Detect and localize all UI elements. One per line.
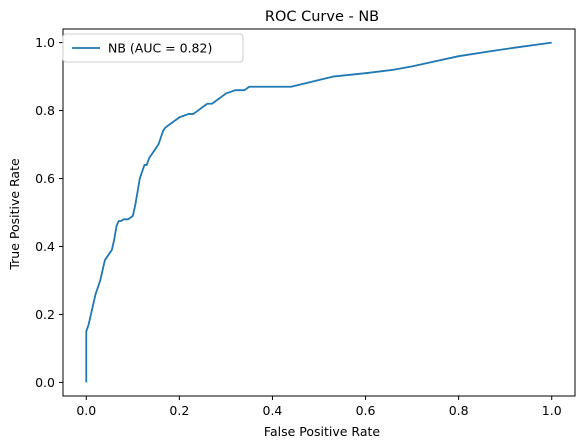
x-tick-label: 0.0 [76,403,96,418]
plot-area [63,29,575,396]
y-tick-label: 1.0 [35,35,55,50]
y-tick-label: 0.6 [35,171,55,186]
x-tick-label: 0.6 [356,403,376,418]
plot-frame [62,28,576,397]
x-tick-label: 0.2 [169,403,189,418]
x-tick-label: 0.4 [263,403,283,418]
series-line-0 [85,41,552,383]
x-axis-label: False Positive Rate [264,424,380,439]
x-tick-label: 0.8 [449,403,469,418]
y-tick-label: 0.0 [35,375,55,390]
plot-background [63,29,575,396]
y-tick-label: 0.8 [35,103,55,118]
legend: NB (AUC = 0.82) [62,33,244,63]
legend-box [62,33,244,63]
y-tick-label: 0.4 [35,239,55,254]
series-layer [85,41,552,383]
x-tick-label: 1.0 [542,403,562,418]
y-axis-label: True Positive Rate [7,158,22,271]
chart-title: ROC Curve - NB [265,9,379,25]
y-tick-label: 0.2 [35,307,55,322]
legend-label: NB (AUC = 0.82) [108,41,212,56]
axes-layer: 0.0 0.2 0.4 0.6 0.8 1.0 0.0 0.2 0.4 0.6 0.8 1.0 [35,28,576,418]
